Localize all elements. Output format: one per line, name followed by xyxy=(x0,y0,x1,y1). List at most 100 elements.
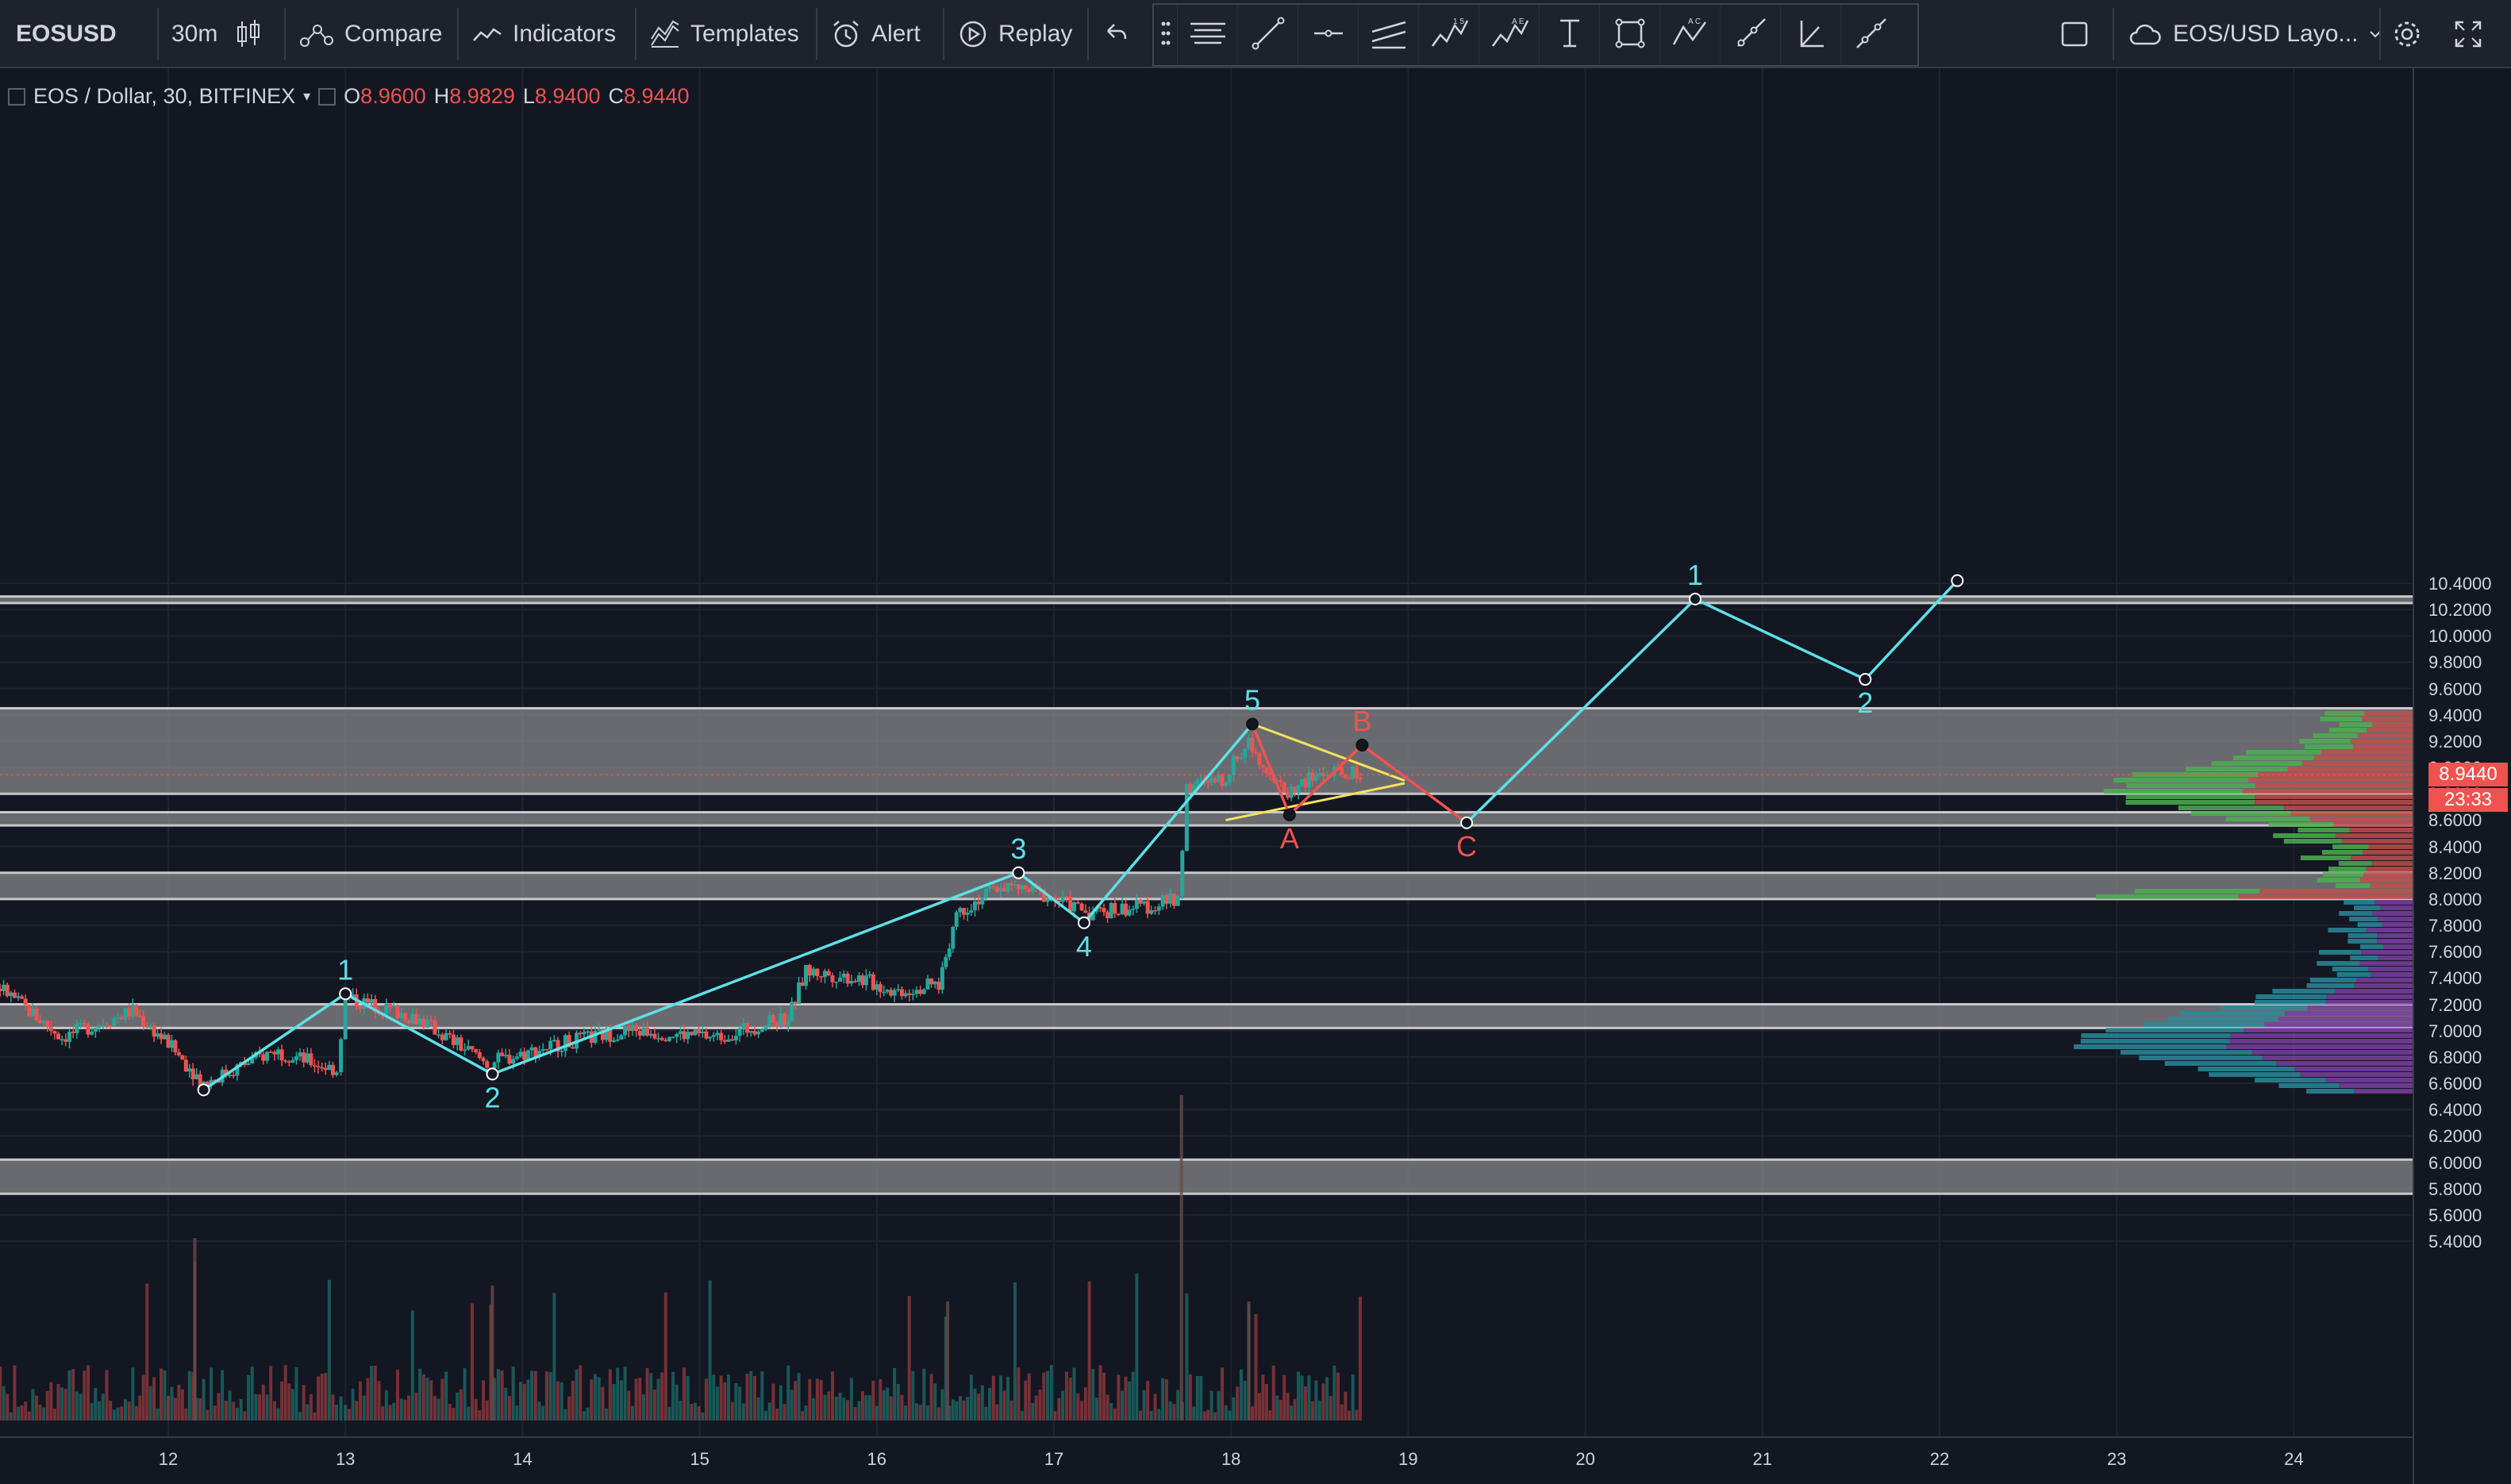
volume-bar xyxy=(752,1375,756,1421)
candle-body xyxy=(123,1008,128,1020)
volume-profile-bar-up xyxy=(2319,950,2362,955)
projection-wave-point[interactable] xyxy=(1951,574,1964,587)
chart-style-button[interactable] xyxy=(235,0,262,68)
volume-bar xyxy=(1176,1390,1180,1421)
undo-button[interactable] xyxy=(1102,0,1129,68)
fullscreen-layout-button[interactable] xyxy=(2059,0,2090,68)
candle-body xyxy=(1145,901,1150,914)
volume-bar xyxy=(34,1395,38,1421)
price-axis-label: 6.0000 xyxy=(2428,1152,2482,1173)
horizontal-ray-tool[interactable] xyxy=(1298,5,1359,65)
candle-body xyxy=(700,1031,705,1034)
volume-bar xyxy=(1332,1365,1336,1421)
triangle-lower-line[interactable] xyxy=(1225,782,1405,821)
legend-settings-icon[interactable] xyxy=(318,87,336,106)
candle-body xyxy=(1142,901,1147,904)
impulse-wave-point[interactable] xyxy=(1077,916,1090,929)
candle-body xyxy=(283,1060,288,1062)
impulse-wave-point[interactable] xyxy=(197,1083,210,1097)
trend-line-tool[interactable] xyxy=(1238,5,1298,65)
impulse-wave-point[interactable] xyxy=(1012,866,1025,879)
candle-body xyxy=(537,1051,542,1057)
candle-body xyxy=(775,1023,779,1027)
chart-drawings[interactable]: 1 2 3 4 5 A B C 1 2 xyxy=(0,559,2413,1114)
volume-bar xyxy=(704,1378,708,1421)
volume-bar xyxy=(1195,1375,1199,1421)
price-chart[interactable]: 1 2 3 4 5 A B C 1 2 xyxy=(0,68,2413,1436)
volume-bar xyxy=(575,1369,579,1421)
interval-button[interactable]: 30m xyxy=(171,0,217,68)
projection-wave-point[interactable] xyxy=(1460,816,1474,829)
volume-profile-bar-down xyxy=(2262,1055,2413,1060)
drag-handle[interactable] xyxy=(1154,5,1178,65)
fib-retracement-tool[interactable] xyxy=(1178,5,1238,65)
candle-body xyxy=(1317,773,1322,776)
volume-bar xyxy=(1355,1409,1359,1421)
candle-body xyxy=(678,1031,683,1034)
candle-body xyxy=(1296,785,1301,794)
parallel-channel-tool[interactable] xyxy=(1359,5,1419,65)
triangle-upper-line[interactable] xyxy=(1252,722,1405,782)
abcd-pattern-tool[interactable]: A C xyxy=(1660,5,1721,65)
candle-body xyxy=(209,1079,213,1086)
volume-profile-bar-down xyxy=(2361,717,2413,721)
volume-profile-bar-up xyxy=(2272,989,2336,994)
elliott-impulse-tool[interactable]: 1 5 xyxy=(1419,5,1479,65)
correction-wave-point[interactable] xyxy=(1282,808,1296,821)
correction-wave-line[interactable] xyxy=(1251,723,1468,825)
candle-body xyxy=(56,1033,60,1040)
templates-button[interactable]: Templates xyxy=(649,0,799,68)
volume-bar xyxy=(459,1389,463,1421)
legend-collapse-icon[interactable] xyxy=(8,87,25,106)
candle-body xyxy=(899,989,904,997)
expand-button[interactable] xyxy=(2452,0,2484,68)
volume-bar xyxy=(306,1404,310,1421)
caret-down-icon[interactable]: ▾ xyxy=(303,88,311,104)
volume-bar xyxy=(1120,1390,1124,1421)
settings-button[interactable] xyxy=(2390,0,2424,68)
toolbar-divider xyxy=(816,8,817,60)
volume-bar xyxy=(444,1371,448,1421)
ray-tool[interactable] xyxy=(1721,5,1781,65)
volume-bar xyxy=(1358,1296,1362,1421)
volume-bar xyxy=(1239,1369,1243,1421)
candle-body xyxy=(693,1029,698,1036)
time-axis-label: 13 xyxy=(335,1449,356,1469)
volume-bar xyxy=(1290,1405,1294,1421)
candle-body xyxy=(1160,894,1165,907)
replay-button[interactable]: Replay xyxy=(957,0,1072,68)
projection-wave-point[interactable] xyxy=(1688,592,1702,606)
legend-title[interactable]: EOS / Dollar, 30, BITFINEX xyxy=(33,84,296,108)
angle-tool[interactable] xyxy=(1781,5,1841,65)
candle-body xyxy=(455,1037,460,1045)
impulse-wave-point[interactable] xyxy=(486,1067,499,1081)
symbol-search-button[interactable]: EOSUSD xyxy=(16,0,117,68)
candle-body xyxy=(656,1038,661,1040)
text-tool[interactable] xyxy=(1540,5,1600,65)
volume-bar xyxy=(522,1383,526,1421)
volume-spike xyxy=(193,1238,197,1421)
correction-wave-point[interactable] xyxy=(1245,717,1259,731)
impulse-wave-line[interactable] xyxy=(202,723,1254,1091)
candle-body xyxy=(38,1020,43,1023)
projection-wave-line[interactable] xyxy=(1465,579,1959,825)
candle-body xyxy=(767,1015,772,1026)
correction-wave-point[interactable] xyxy=(1355,738,1369,752)
volume-bar xyxy=(31,1389,35,1421)
extended-line-tool[interactable] xyxy=(1841,5,1902,65)
time-axis[interactable]: 12 13 14 15 16 17 18 19 20 21 22 23 24 xyxy=(0,1436,2413,1484)
layout-menu-button[interactable]: EOS/USD Layo... xyxy=(2127,0,2383,68)
impulse-wave-point[interactable] xyxy=(339,987,352,1001)
projection-wave-point[interactable] xyxy=(1859,673,1872,686)
elliott-ae-tool[interactable]: A E xyxy=(1479,5,1540,65)
candle-body xyxy=(410,1013,415,1024)
compare-button[interactable]: Compare xyxy=(298,0,442,68)
volume-bar xyxy=(148,1386,152,1421)
candle-body xyxy=(2,984,6,991)
rectangle-tool[interactable] xyxy=(1600,5,1660,65)
volume-bar xyxy=(1157,1409,1161,1421)
expand-icon xyxy=(2452,18,2484,50)
candle-body xyxy=(563,1035,567,1051)
indicators-button[interactable]: Indicators xyxy=(471,0,616,68)
alert-button[interactable]: Alert xyxy=(830,0,921,68)
